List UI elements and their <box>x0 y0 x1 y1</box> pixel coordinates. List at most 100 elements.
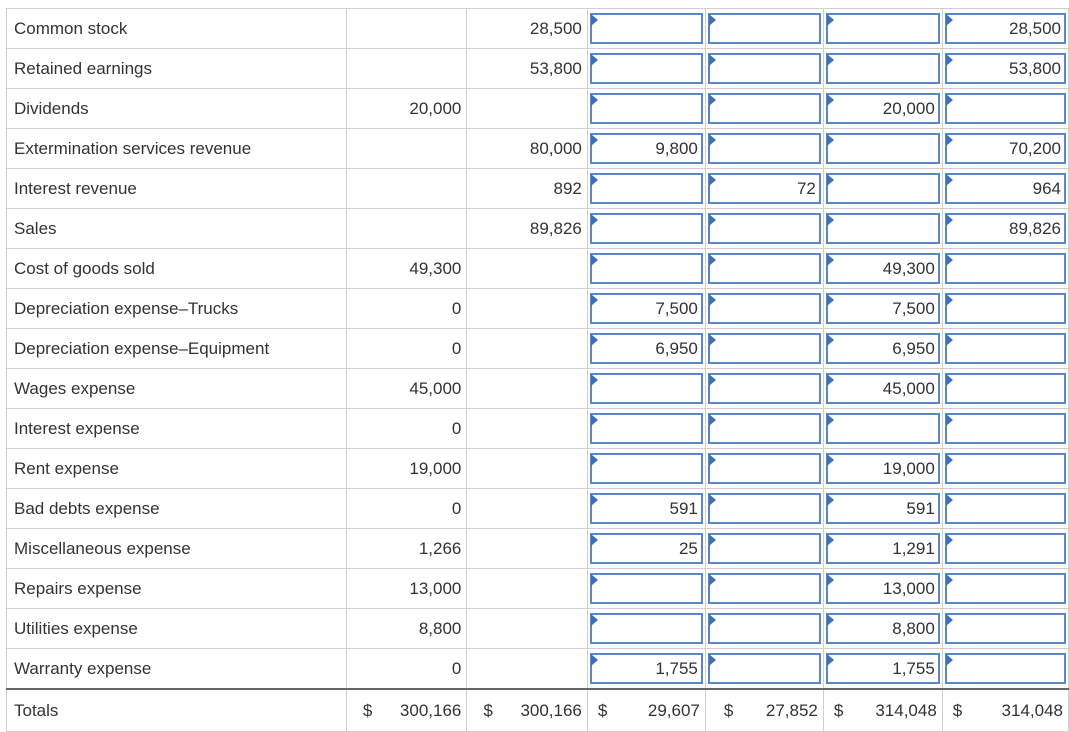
adj-debit-input[interactable] <box>589 253 703 284</box>
adj-debit-input[interactable]: 25 <box>589 533 703 564</box>
adj-debit-input[interactable] <box>589 373 703 404</box>
is-debit-input[interactable] <box>825 133 940 164</box>
adj-debit-cell <box>587 168 706 209</box>
is-debit-cell <box>823 128 943 169</box>
account-name: Repairs expense <box>6 568 347 609</box>
is-debit-input[interactable]: 19,000 <box>825 453 940 484</box>
adj-debit-input[interactable]: 6,950 <box>589 333 703 364</box>
adj-credit-input[interactable] <box>707 333 821 364</box>
adj-debit-input[interactable]: 7,500 <box>589 293 703 324</box>
adj-debit-cell: 9,800 <box>587 128 706 169</box>
adj-credit-input[interactable] <box>707 653 821 684</box>
adj-credit-cell <box>705 248 824 289</box>
trial-balance-credit <box>466 248 588 289</box>
adj-debit-input[interactable]: 9,800 <box>589 133 703 164</box>
total-debit: $300,166 <box>346 688 468 732</box>
adj-credit-cell <box>705 8 824 49</box>
adj-credit-cell <box>705 568 824 609</box>
is-credit-input[interactable] <box>944 373 1066 404</box>
adj-debit-input[interactable]: 1,755 <box>589 653 703 684</box>
is-credit-input[interactable] <box>944 413 1066 444</box>
is-credit-input[interactable] <box>944 453 1066 484</box>
trial-balance-debit <box>346 168 468 209</box>
adj-credit-input[interactable]: 72 <box>707 173 821 204</box>
is-credit-input[interactable] <box>944 293 1066 324</box>
is-debit-input[interactable] <box>825 213 940 244</box>
adj-credit-input[interactable] <box>707 533 821 564</box>
is-debit-input[interactable]: 20,000 <box>825 93 940 124</box>
account-name: Depreciation expense–Trucks <box>6 288 347 329</box>
is-debit-input[interactable] <box>825 173 940 204</box>
is-credit-input[interactable] <box>944 493 1066 524</box>
adj-debit-input[interactable] <box>589 93 703 124</box>
account-name: Rent expense <box>6 448 347 489</box>
adj-credit-input[interactable] <box>707 133 821 164</box>
is-debit-input[interactable] <box>825 413 940 444</box>
is-debit-input[interactable]: 45,000 <box>825 373 940 404</box>
is-debit-input[interactable]: 7,500 <box>825 293 940 324</box>
adj-credit-input[interactable] <box>707 453 821 484</box>
is-debit-input[interactable]: 6,950 <box>825 333 940 364</box>
adj-debit-input[interactable]: 591 <box>589 493 703 524</box>
adj-credit-input[interactable] <box>707 573 821 604</box>
is-credit-input[interactable] <box>944 613 1066 644</box>
is-credit-cell <box>942 328 1069 369</box>
adj-credit-input[interactable] <box>707 93 821 124</box>
adj-debit-input[interactable] <box>589 13 703 44</box>
adj-debit-cell <box>587 608 706 649</box>
is-credit-input[interactable] <box>944 93 1066 124</box>
is-debit-cell: 19,000 <box>823 448 943 489</box>
adj-credit-input[interactable] <box>707 53 821 84</box>
is-credit-input[interactable]: 70,200 <box>944 133 1066 164</box>
account-name: Miscellaneous expense <box>6 528 347 569</box>
adj-credit-input[interactable] <box>707 493 821 524</box>
trial-balance-debit: 8,800 <box>346 608 468 649</box>
adj-debit-cell: 6,950 <box>587 328 706 369</box>
is-credit-input[interactable] <box>944 333 1066 364</box>
adj-credit-input[interactable] <box>707 213 821 244</box>
is-debit-cell: 13,000 <box>823 568 943 609</box>
adj-credit-input[interactable] <box>707 13 821 44</box>
is-credit-input[interactable]: 53,800 <box>944 53 1066 84</box>
adj-debit-input[interactable] <box>589 573 703 604</box>
trial-balance-credit: 28,500 <box>466 8 588 49</box>
table-row: Bad debts expense 0 591 591 <box>6 488 1069 529</box>
adj-debit-input[interactable] <box>589 453 703 484</box>
is-debit-input[interactable]: 13,000 <box>825 573 940 604</box>
is-credit-cell <box>942 408 1069 449</box>
trial-balance-debit: 13,000 <box>346 568 468 609</box>
is-debit-input[interactable]: 1,755 <box>825 653 940 684</box>
adj-credit-input[interactable] <box>707 373 821 404</box>
is-credit-input[interactable]: 89,826 <box>944 213 1066 244</box>
is-debit-input[interactable]: 1,291 <box>825 533 940 564</box>
adj-credit-cell <box>705 288 824 329</box>
is-credit-input[interactable] <box>944 573 1066 604</box>
is-debit-input[interactable] <box>825 13 940 44</box>
adj-debit-input[interactable] <box>589 213 703 244</box>
is-credit-input[interactable]: 28,500 <box>944 13 1066 44</box>
is-debit-input[interactable]: 591 <box>825 493 940 524</box>
adj-debit-input[interactable] <box>589 413 703 444</box>
adj-credit-input[interactable] <box>707 613 821 644</box>
adj-credit-cell <box>705 408 824 449</box>
adj-debit-input[interactable] <box>589 173 703 204</box>
is-debit-input[interactable] <box>825 53 940 84</box>
is-debit-input[interactable]: 49,300 <box>825 253 940 284</box>
account-name: Utilities expense <box>6 608 347 649</box>
is-debit-input[interactable]: 8,800 <box>825 613 940 644</box>
is-credit-cell <box>942 448 1069 489</box>
adj-credit-input[interactable] <box>707 413 821 444</box>
adj-credit-input[interactable] <box>707 293 821 324</box>
is-credit-input[interactable] <box>944 533 1066 564</box>
table-row: Warranty expense 0 1,755 1,755 <box>6 648 1069 690</box>
account-name: Cost of goods sold <box>6 248 347 289</box>
adj-credit-input[interactable] <box>707 253 821 284</box>
is-credit-input[interactable]: 964 <box>944 173 1066 204</box>
adj-debit-input[interactable] <box>589 53 703 84</box>
is-debit-cell <box>823 208 943 249</box>
is-credit-cell <box>942 648 1069 690</box>
adj-debit-input[interactable] <box>589 613 703 644</box>
is-credit-input[interactable] <box>944 653 1066 684</box>
is-credit-input[interactable] <box>944 253 1066 284</box>
is-debit-cell <box>823 168 943 209</box>
